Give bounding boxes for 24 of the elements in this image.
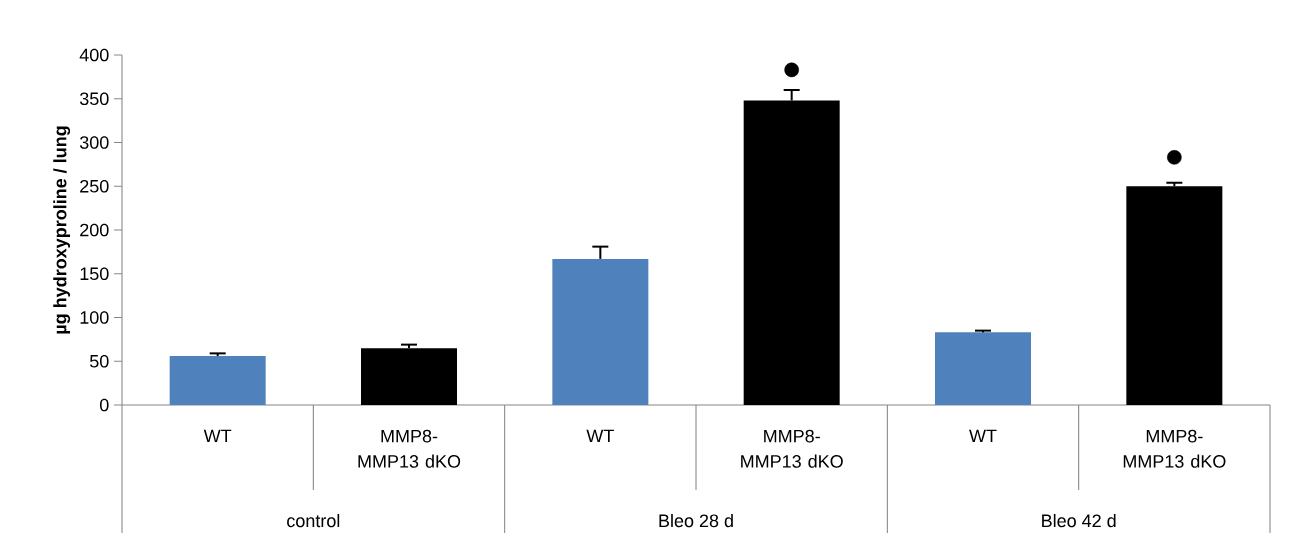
y-tick-label: 350 [79, 92, 109, 106]
x-tick-label: MMP8-MMP13 dKO [741, 429, 843, 468]
y-tick-label: 150 [80, 267, 109, 281]
bar [552, 258, 649, 405]
y-tick-label: 200 [80, 223, 109, 237]
y-tick-label: 300 [79, 136, 109, 149]
y-axis-title: µg hydroxyproline / lung [53, 126, 71, 334]
y-tick-label: 250 [80, 179, 109, 193]
bar [169, 356, 266, 405]
x-tick-label: WT [969, 429, 997, 443]
y-tick-label: 0 [100, 398, 109, 412]
x-tick-label: WT [586, 429, 614, 443]
y-tick-label: 50 [89, 354, 109, 368]
x-tick-label: WT [203, 429, 232, 443]
text: control [287, 513, 340, 528]
x-tick-label: MMP8-MMP13 dKO [1123, 429, 1226, 468]
bar [361, 348, 458, 405]
y-tick-label: 400 [79, 48, 109, 62]
bar [1126, 186, 1223, 405]
x-tick-label: MMP8-MMP13 dKO [358, 429, 461, 468]
text: Bleo 28 d [659, 513, 733, 528]
bar [935, 332, 1032, 405]
text: Bleo 42 d [1042, 513, 1116, 528]
y-tick-label: 100 [80, 311, 109, 324]
